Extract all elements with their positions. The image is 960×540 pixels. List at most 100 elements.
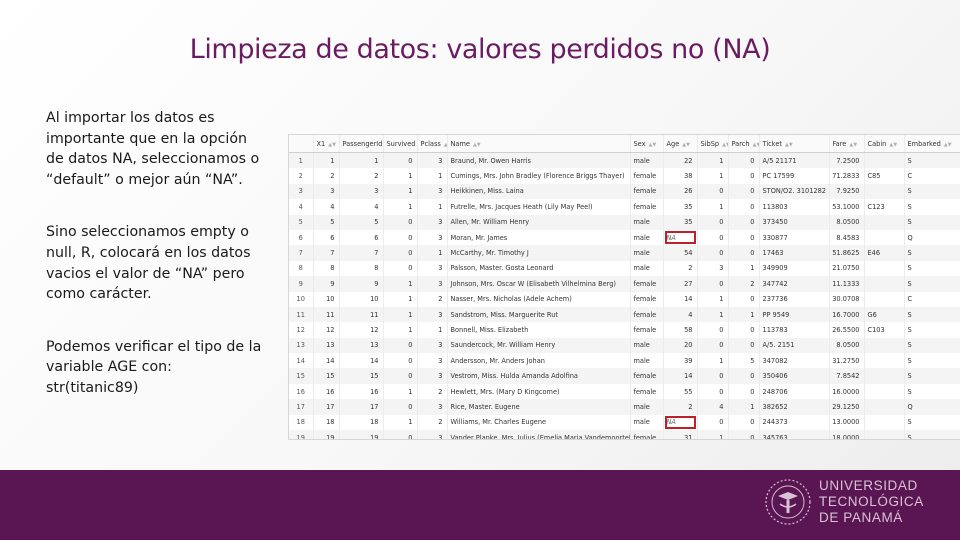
column-header-pclass[interactable]: Pclass▲▼: [417, 135, 448, 153]
table-cell: Moran, Mr. James: [447, 229, 631, 246]
na-value-highlighted: NA: [663, 229, 698, 246]
table-cell: [864, 183, 905, 200]
table-cell: 26.5500: [829, 322, 865, 338]
table-row: 18 18 18 1 2 Williams, Mr. Charles Eugene male…: [289, 414, 960, 431]
table-cell: S: [904, 214, 960, 230]
table-cell: G6: [864, 306, 905, 323]
column-header-survived[interactable]: Survived▲▼: [383, 135, 418, 153]
table-cell: female: [630, 276, 664, 292]
table-cell: 0: [697, 214, 729, 230]
table-cell: 3: [417, 368, 448, 384]
table-cell: male: [630, 399, 664, 415]
table-cell: 0: [697, 229, 729, 246]
table-cell: 16.0000: [829, 383, 865, 400]
table-cell: 3: [417, 183, 448, 200]
table-body: 1 1 1 0 3 Braund, Mr. Owen Harris male 22 1 0 A/5 …: [289, 152, 960, 439]
table-cell: 0: [383, 260, 418, 277]
sort-icon[interactable]: ▲▼: [849, 141, 858, 148]
sort-icon[interactable]: ▲▼: [682, 141, 690, 148]
sort-icon[interactable]: ▲▼: [943, 141, 952, 148]
table-cell: 8.4583: [829, 229, 865, 246]
table-cell: 51.8625: [829, 245, 865, 261]
table-cell: 349909: [759, 260, 830, 277]
table-cell: 1: [383, 383, 418, 400]
table-cell: 345763: [759, 430, 830, 439]
slide-title: Limpieza de datos: valores perdidos no (…: [189, 34, 771, 65]
column-header-x1[interactable]: X1 ▲▼: [313, 135, 340, 153]
table-cell: C103: [864, 322, 905, 338]
sort-icon[interactable]: ▲▼: [328, 141, 336, 148]
row-number: 18: [289, 414, 314, 431]
table-cell: 54: [663, 245, 698, 261]
column-header-ticket[interactable]: Ticket ▲▼: [759, 135, 830, 153]
column-header-label: Ticket: [762, 139, 783, 148]
table-cell: 3: [697, 260, 729, 277]
table-cell: 0: [728, 322, 760, 338]
table-cell: STON/O2. 3101282: [759, 183, 830, 200]
table-cell: E46: [864, 245, 905, 261]
sort-icon[interactable]: ▲▼: [648, 141, 657, 148]
table-cell: 0: [728, 430, 760, 439]
column-header-label: Pclass: [420, 139, 441, 148]
column-header-fare[interactable]: Fare ▲▼: [829, 135, 865, 153]
table-cell: 18: [339, 414, 384, 431]
table-cell: 18.0000: [829, 430, 865, 439]
sort-icon[interactable]: ▲▼: [752, 141, 758, 148]
column-header-label: Fare: [832, 139, 847, 148]
table-cell: male: [630, 245, 664, 261]
table-cell: 1: [697, 199, 729, 215]
table-cell: 4: [663, 306, 698, 323]
table-cell: 13.0000: [829, 414, 865, 431]
table-cell: 9: [339, 276, 384, 292]
table-cell: 347742: [759, 276, 830, 292]
column-header-name[interactable]: Name ▲▼: [447, 135, 631, 153]
column-header-sex[interactable]: Sex ▲▼: [630, 135, 664, 153]
column-header-label: SibSp: [700, 139, 720, 148]
table-cell: 0: [697, 245, 729, 261]
sort-icon[interactable]: ▲▼: [889, 141, 898, 148]
table-cell: C: [904, 291, 960, 307]
table-cell: 1: [383, 414, 418, 431]
column-header-embarked[interactable]: Embarked ▲▼: [904, 135, 960, 153]
sort-icon[interactable]: ▲▼: [472, 141, 481, 148]
row-number: 9: [289, 276, 314, 292]
table-cell: 3: [417, 337, 448, 354]
table-cell: 5: [728, 353, 760, 369]
table-cell: male: [630, 353, 664, 369]
table-cell: Hewlett, Mrs. (Mary D Kingcome): [447, 383, 631, 400]
table-cell: 0: [383, 152, 418, 169]
table-cell: 4: [697, 399, 729, 415]
table-cell: 3: [417, 353, 448, 369]
sort-icon[interactable]: ▲▼: [444, 142, 446, 148]
table-cell: S: [904, 414, 960, 431]
sort-icon[interactable]: ▲▼: [785, 141, 793, 148]
column-header-sibsp[interactable]: SibSp▲▼: [697, 135, 729, 153]
column-header-cabin[interactable]: Cabin ▲▼: [864, 135, 905, 153]
table-cell: 6: [313, 229, 340, 246]
column-header-passengerid[interactable]: PassengerId▲▼: [339, 135, 384, 153]
column-header-age[interactable]: Age ▲▼: [663, 135, 698, 153]
row-number: 15: [289, 368, 314, 384]
table-cell: 2: [313, 168, 340, 184]
table-cell: female: [630, 368, 664, 384]
table-cell: 18: [313, 414, 340, 431]
row-number: 7: [289, 245, 314, 261]
row-number: 16: [289, 383, 314, 400]
table-cell: Q: [904, 399, 960, 415]
na-value-highlighted: NA: [663, 414, 698, 431]
table-cell: 113783: [759, 322, 830, 338]
column-header-parch[interactable]: Parch▲▼: [728, 135, 760, 153]
row-number: 4: [289, 199, 314, 215]
table-cell: S: [904, 337, 960, 354]
table-cell: 1: [728, 399, 760, 415]
table-cell: S: [904, 260, 960, 277]
table-cell: 2: [339, 168, 384, 184]
table-cell: male: [630, 414, 664, 431]
sort-icon[interactable]: ▲▼: [722, 141, 727, 148]
table-cell: 7: [339, 245, 384, 261]
table-cell: 373450: [759, 214, 830, 230]
table-cell: 0: [728, 214, 760, 230]
table-cell: [864, 260, 905, 277]
table-cell: Andersson, Mr. Anders Johan: [447, 353, 631, 369]
table-cell: [864, 229, 905, 246]
